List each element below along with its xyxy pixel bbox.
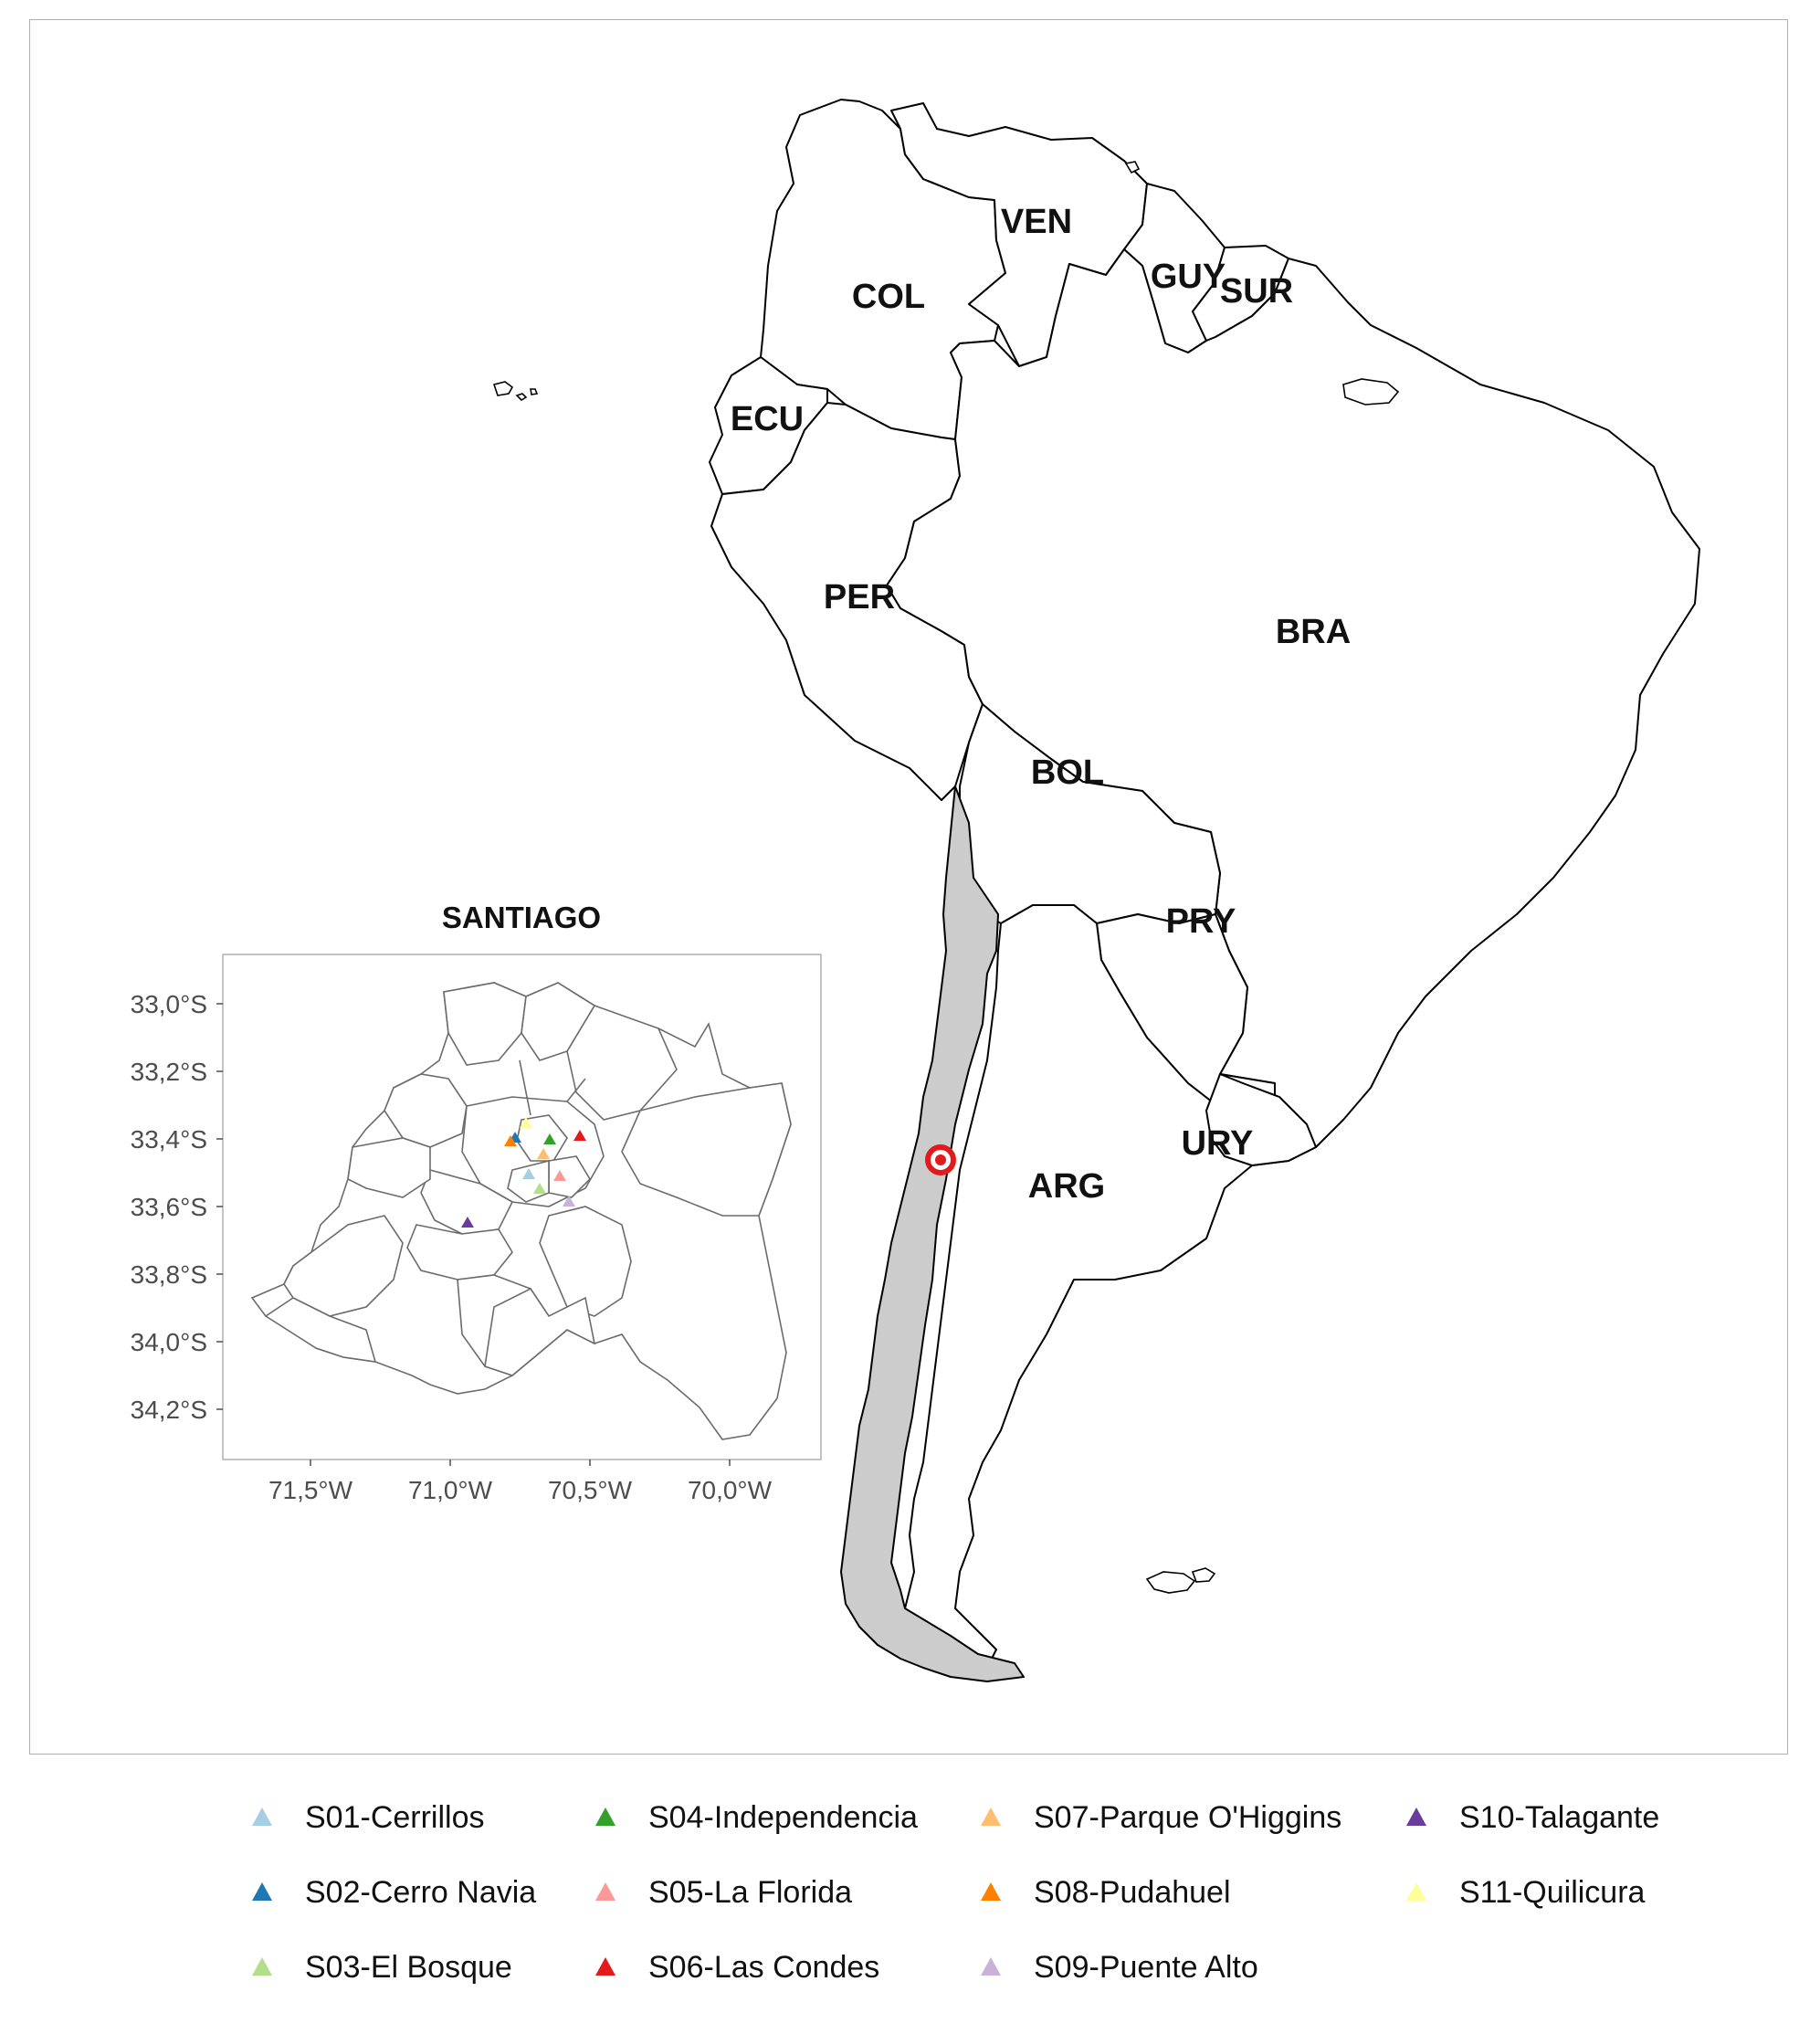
station-s03-marker bbox=[533, 1183, 546, 1194]
station-s11-marker bbox=[520, 1117, 532, 1128]
legend-item: S01-Cerrillos bbox=[247, 1797, 485, 1839]
commune-curacavi bbox=[347, 1137, 431, 1198]
commune-lo-barnechea bbox=[566, 1005, 678, 1121]
commune-alhue bbox=[264, 1297, 377, 1363]
lat-tick-label: 33,0°S bbox=[131, 990, 207, 1018]
country-label-pry: PRY bbox=[1166, 902, 1236, 941]
legend-label: S05-La Florida bbox=[648, 1874, 853, 1910]
station-s10-marker bbox=[461, 1217, 474, 1228]
legend-label: S11-Quilicura bbox=[1459, 1874, 1646, 1910]
legend-label: S07-Parque O'Higgins bbox=[1034, 1799, 1342, 1835]
station-s09-marker bbox=[563, 1196, 575, 1207]
triangle-icon bbox=[981, 1882, 1001, 1901]
legend: S01-Cerrillos S02-Cerro Navia S03-El Bos… bbox=[247, 1790, 1799, 2028]
station-s07-marker bbox=[537, 1148, 550, 1159]
commune-boundary bbox=[566, 1078, 586, 1102]
country-label-bra: BRA bbox=[1276, 613, 1351, 651]
country-label-col: COL bbox=[852, 278, 925, 316]
station-s04-marker bbox=[543, 1133, 556, 1144]
country-label-guy: GUY bbox=[1151, 258, 1226, 296]
station-s05-marker bbox=[553, 1170, 566, 1181]
legend-label: S01-Cerrillos bbox=[305, 1799, 485, 1835]
country-label-sur: SUR bbox=[1220, 272, 1293, 311]
commune-colina bbox=[443, 982, 527, 1066]
triangle-icon bbox=[252, 1807, 272, 1826]
triangle-icon bbox=[595, 1957, 615, 1976]
galapagos-islands bbox=[492, 381, 539, 402]
map-panel: VEN GUY SUR COL ECU PER BRA BOL PRY ARG … bbox=[29, 19, 1788, 1755]
lat-tick-label: 34,2°S bbox=[131, 1396, 207, 1424]
legend-item: S02-Cerro Navia bbox=[247, 1871, 536, 1913]
triangle-icon bbox=[595, 1807, 615, 1826]
legend-label: S08-Pudahuel bbox=[1034, 1874, 1231, 1910]
lon-axis bbox=[310, 1460, 731, 1466]
country-label-ven: VEN bbox=[1001, 203, 1072, 241]
country-label-bol: BOL bbox=[1031, 754, 1104, 792]
legend-item: S08-Pudahuel bbox=[975, 1871, 1231, 1913]
commune-tiltil bbox=[521, 982, 596, 1061]
trinidad-island bbox=[1124, 161, 1141, 174]
lon-tick-label: 71,0°W bbox=[408, 1476, 493, 1504]
legend-item: S07-Parque O'Higgins bbox=[975, 1797, 1341, 1839]
lat-tick-label: 33,6°S bbox=[131, 1193, 207, 1221]
country-brazil bbox=[886, 248, 1700, 1148]
lat-axis bbox=[216, 1003, 223, 1410]
legend-item: S05-La Florida bbox=[590, 1871, 852, 1913]
station-markers bbox=[461, 1117, 586, 1228]
country-uruguay bbox=[1205, 1073, 1317, 1166]
legend-label: S03-El Bosque bbox=[305, 1949, 512, 1985]
inset-title: SANTIAGO bbox=[442, 901, 601, 934]
country-label-ury: URY bbox=[1182, 1124, 1254, 1163]
santiago-communes bbox=[250, 982, 792, 1440]
commune-melipilla bbox=[283, 1215, 404, 1317]
station-s08-marker bbox=[504, 1135, 517, 1146]
south-america-map: VEN GUY SUR COL ECU PER BRA BOL PRY ARG … bbox=[131, 99, 1700, 1682]
legend-label: S04-Independencia bbox=[648, 1799, 918, 1835]
lat-tick-label: 33,8°S bbox=[131, 1260, 207, 1289]
triangle-icon bbox=[1406, 1807, 1426, 1826]
legend-item: S04-Independencia bbox=[590, 1797, 918, 1839]
triangle-icon bbox=[981, 1807, 1001, 1826]
lat-tick-label: 33,2°S bbox=[131, 1058, 207, 1086]
lon-tick-label: 71,5°W bbox=[268, 1476, 353, 1504]
commune-san-jose-de-maipo bbox=[621, 1082, 792, 1217]
station-s01-marker bbox=[522, 1168, 535, 1179]
legend-label: S06-Las Condes bbox=[648, 1949, 880, 1985]
commune-talagante-area bbox=[406, 1224, 513, 1280]
legend-item: S06-Las Condes bbox=[590, 1946, 879, 1988]
country-label-per: PER bbox=[824, 578, 895, 617]
triangle-icon bbox=[595, 1882, 615, 1901]
country-label-ecu: ECU bbox=[731, 400, 804, 438]
legend-label: S02-Cerro Navia bbox=[305, 1874, 537, 1910]
lat-tick-label: 34,0°S bbox=[131, 1328, 207, 1356]
commune-lampa bbox=[384, 1073, 468, 1148]
commune-boundary bbox=[519, 1059, 531, 1116]
legend-item: S09-Puente Alto bbox=[975, 1946, 1258, 1988]
marajo-island bbox=[1342, 378, 1400, 406]
commune-pirque bbox=[539, 1206, 632, 1317]
station-s06-marker bbox=[573, 1130, 586, 1141]
legend-item: S11-Quilicura bbox=[1401, 1871, 1645, 1913]
lon-tick-label: 70,0°W bbox=[688, 1476, 773, 1504]
triangle-icon bbox=[1406, 1882, 1426, 1901]
lon-tick-label: 70,5°W bbox=[548, 1476, 633, 1504]
commune-paine bbox=[484, 1287, 596, 1376]
triangle-icon bbox=[981, 1957, 1001, 1976]
country-label-arg: ARG bbox=[1028, 1167, 1105, 1206]
legend-label: S10-Talagante bbox=[1459, 1799, 1660, 1835]
triangle-icon bbox=[252, 1882, 272, 1901]
lat-tick-label: 33,4°S bbox=[131, 1125, 207, 1154]
legend-label: S09-Puente Alto bbox=[1034, 1949, 1258, 1985]
triangle-icon bbox=[252, 1957, 272, 1976]
santiago-location-marker bbox=[925, 1144, 956, 1175]
falkland-islands bbox=[1145, 1567, 1216, 1594]
legend-item: S03-El Bosque bbox=[247, 1946, 512, 1988]
legend-item: S10-Talagante bbox=[1401, 1797, 1659, 1839]
